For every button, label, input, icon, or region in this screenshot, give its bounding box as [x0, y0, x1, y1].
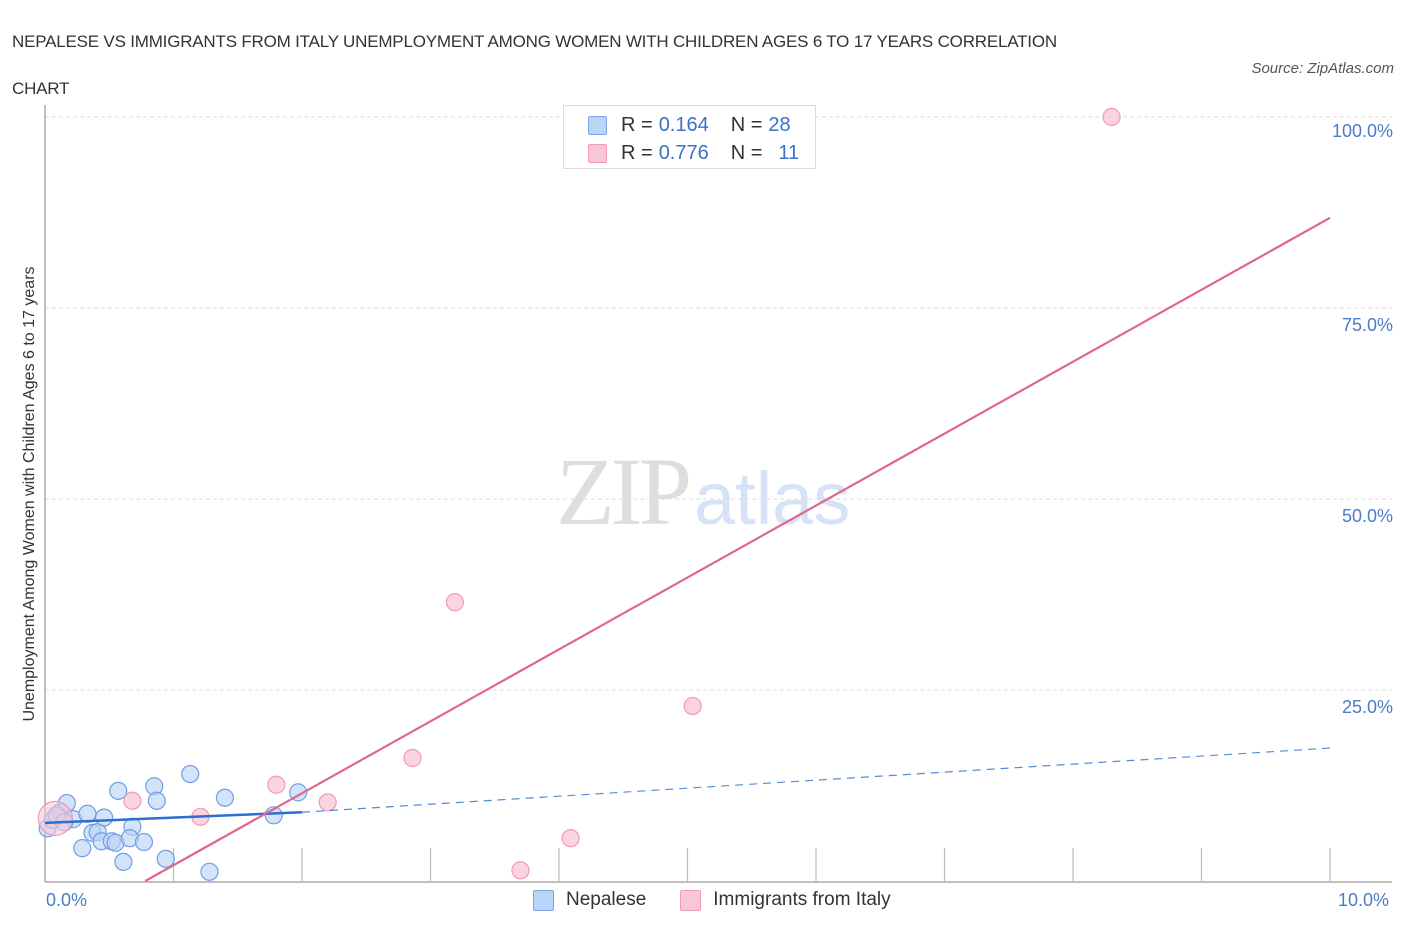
- nepalese-swatch-icon: [588, 115, 607, 135]
- italy-points: [37, 107, 1121, 880]
- y-tick-25: 25.0%: [1341, 697, 1393, 717]
- r-label: R =: [621, 113, 653, 136]
- chart-title-line-2: CHART: [12, 79, 70, 98]
- r-value: 0.776: [658, 141, 709, 164]
- y-axis-label: Unemployment Among Women with Children A…: [21, 266, 38, 722]
- y-tick-50: 50.0%: [1341, 506, 1393, 526]
- legend-row-nepalese: R = 0.164 N = 28: [588, 113, 791, 137]
- n-value: 28: [768, 113, 791, 136]
- source-credit: Source: ZipAtlas.com: [1251, 60, 1394, 77]
- x-tick-0: 0.0%: [46, 890, 88, 910]
- italy-swatch-icon: [588, 143, 607, 163]
- n-value: 11: [778, 141, 800, 164]
- watermark-zip: ZIP: [556, 438, 692, 545]
- x-tick-marks: [172, 848, 1331, 882]
- n-label: N =: [730, 113, 763, 136]
- italy-swatch-icon: [680, 889, 702, 911]
- trendlines: [44, 216, 1331, 882]
- legend-label: Nepalese: [566, 889, 647, 910]
- legend-item-nepalese[interactable]: Nepalese: [533, 889, 646, 911]
- chart-title-line-1: NEPALESE VS IMMIGRANTS FROM ITALY UNEMPL…: [12, 32, 1057, 51]
- x-tick-10: 10.0%: [1338, 890, 1390, 910]
- r-label: R =: [621, 141, 653, 164]
- y-tick-75: 75.0%: [1341, 315, 1393, 335]
- chart-title: NEPALESE VS IMMIGRANTS FROM ITALY UNEMPL…: [12, 18, 1212, 112]
- y-tick-100: 100.0%: [1331, 121, 1393, 141]
- gridlines: [45, 116, 1392, 691]
- n-label: N =: [730, 141, 763, 164]
- nepalese-swatch-icon: [533, 889, 554, 911]
- legend-label: Immigrants from Italy: [713, 889, 891, 910]
- axes: [44, 105, 1392, 883]
- correlation-legend: R = 0.164 N = 28 R = 0.776 N = 11: [563, 105, 816, 169]
- nepalese-points: [38, 764, 308, 881]
- legend-item-italy[interactable]: Immigrants from Italy: [680, 889, 891, 911]
- legend-row-italy: R = 0.776 N = 11: [588, 141, 799, 165]
- series-legend: Nepalese Immigrants from Italy: [533, 889, 925, 911]
- r-value: 0.164: [658, 113, 709, 136]
